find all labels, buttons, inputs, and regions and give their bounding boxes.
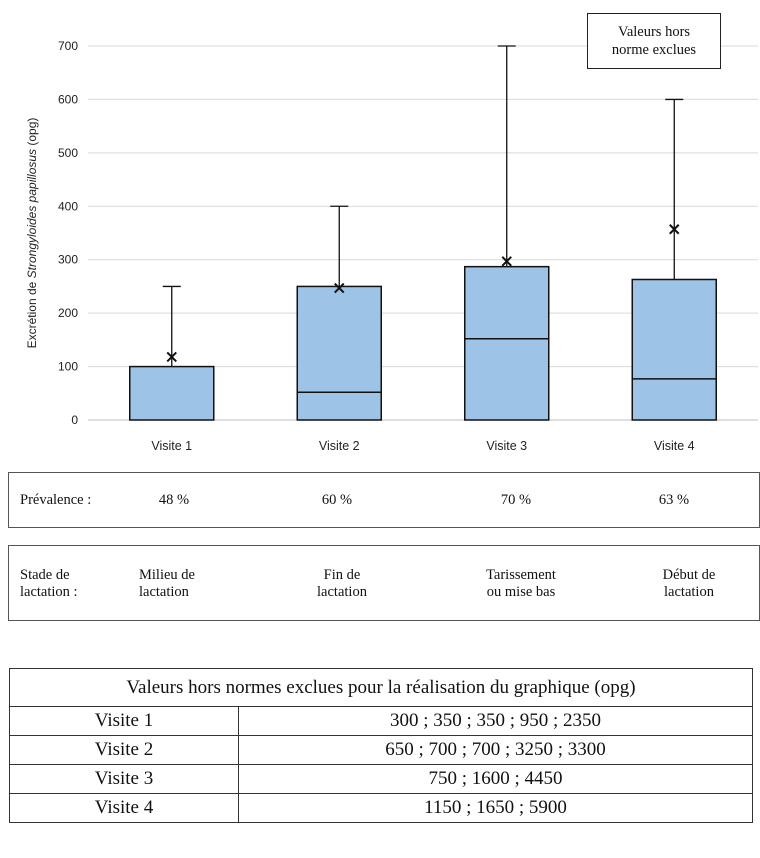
box-1 <box>129 285 215 421</box>
boxes <box>129 45 717 421</box>
stage-label: Stade de lactation : <box>20 567 78 600</box>
y-tick-label: 300 <box>58 253 78 267</box>
y-tick-label: 0 <box>71 413 78 427</box>
box-3 <box>464 45 550 421</box>
prevalence-visit-2: 60 % <box>321 492 353 508</box>
prevalence-visit-4: 63 % <box>658 492 690 508</box>
mean-marker <box>669 224 680 235</box>
x-category-label: Visite 4 <box>654 439 695 453</box>
mean-marker <box>501 256 512 267</box>
table-visit-cell: Visite 2 <box>9 735 239 765</box>
y-tick-label: 600 <box>58 92 78 106</box>
y-tick-label: 700 <box>58 39 78 53</box>
table-title: Valeurs hors normes exclues pour la réal… <box>9 668 753 707</box>
x-category-label: Visite 1 <box>151 439 192 453</box>
stage-visit-2: Fin de lactation <box>317 567 367 600</box>
iqr-box <box>631 278 717 421</box>
prevalence-panel: Prévalence : 48 % 60 % 70 % 63 % <box>8 472 760 528</box>
x-category-label: Visite 2 <box>319 439 360 453</box>
gridlines <box>88 45 758 368</box>
excluded-values-note: Valeurs hors norme exclues <box>587 13 721 69</box>
mean-marker <box>334 282 345 294</box>
x-category-label: Visite 3 <box>486 439 527 453</box>
stage-visit-3: Tarissement ou mise bas <box>486 567 556 600</box>
table-values-cell: 650 ; 700 ; 700 ; 3250 ; 3300 <box>238 735 753 765</box>
table-values-cell: 1150 ; 1650 ; 5900 <box>238 793 753 823</box>
y-axis-label: Excrétion de Strongyloides papillosus (o… <box>25 118 39 349</box>
y-tick-label: 500 <box>58 146 78 160</box>
prevalence-label: Prévalence : <box>20 492 92 508</box>
table-visit-cell: Visite 3 <box>9 764 239 794</box>
iqr-box <box>464 265 550 421</box>
y-axis-ticks: 0 100 200 300 400 500 600 700 <box>58 39 78 427</box>
mean-marker <box>166 351 177 363</box>
iqr-box <box>129 365 215 421</box>
iqr-box <box>296 285 382 421</box>
prevalence-visit-1: 48 % <box>158 492 190 508</box>
x-axis-categories: Visite 1 Visite 2 Visite 3 Visite 4 <box>151 439 694 453</box>
table-row: Visite 2 650 ; 700 ; 700 ; 3250 ; 3300 <box>9 735 753 765</box>
prevalence-visit-3: 70 % <box>500 492 532 508</box>
table-row: Visite 1 300 ; 350 ; 350 ; 950 ; 2350 <box>9 706 753 736</box>
table-values-cell: 300 ; 350 ; 350 ; 950 ; 2350 <box>238 706 753 736</box>
box-2 <box>296 205 382 421</box>
box-4 <box>631 98 717 421</box>
lactation-stage-panel: Stade de lactation : Milieu de lactation… <box>8 545 760 621</box>
stage-visit-1: Milieu de lactation <box>139 567 195 600</box>
table-row: Visite 3 750 ; 1600 ; 4450 <box>9 764 753 794</box>
table-row: Visite 4 1150 ; 1650 ; 5900 <box>9 793 753 823</box>
table-visit-cell: Visite 1 <box>9 706 239 736</box>
y-tick-label: 400 <box>58 199 78 213</box>
note-line-1: Valeurs hors <box>617 24 691 40</box>
note-line-2: norme exclues <box>611 42 697 58</box>
table-values-cell: 750 ; 1600 ; 4450 <box>238 764 753 794</box>
y-tick-label: 200 <box>58 306 78 320</box>
y-tick-label: 100 <box>58 360 78 374</box>
excluded-values-table: Valeurs hors normes exclues pour la réal… <box>9 668 753 823</box>
table-visit-cell: Visite 4 <box>9 793 239 823</box>
stage-visit-4: Début de lactation <box>662 567 716 600</box>
table-header-row: Valeurs hors normes exclues pour la réal… <box>9 668 753 707</box>
